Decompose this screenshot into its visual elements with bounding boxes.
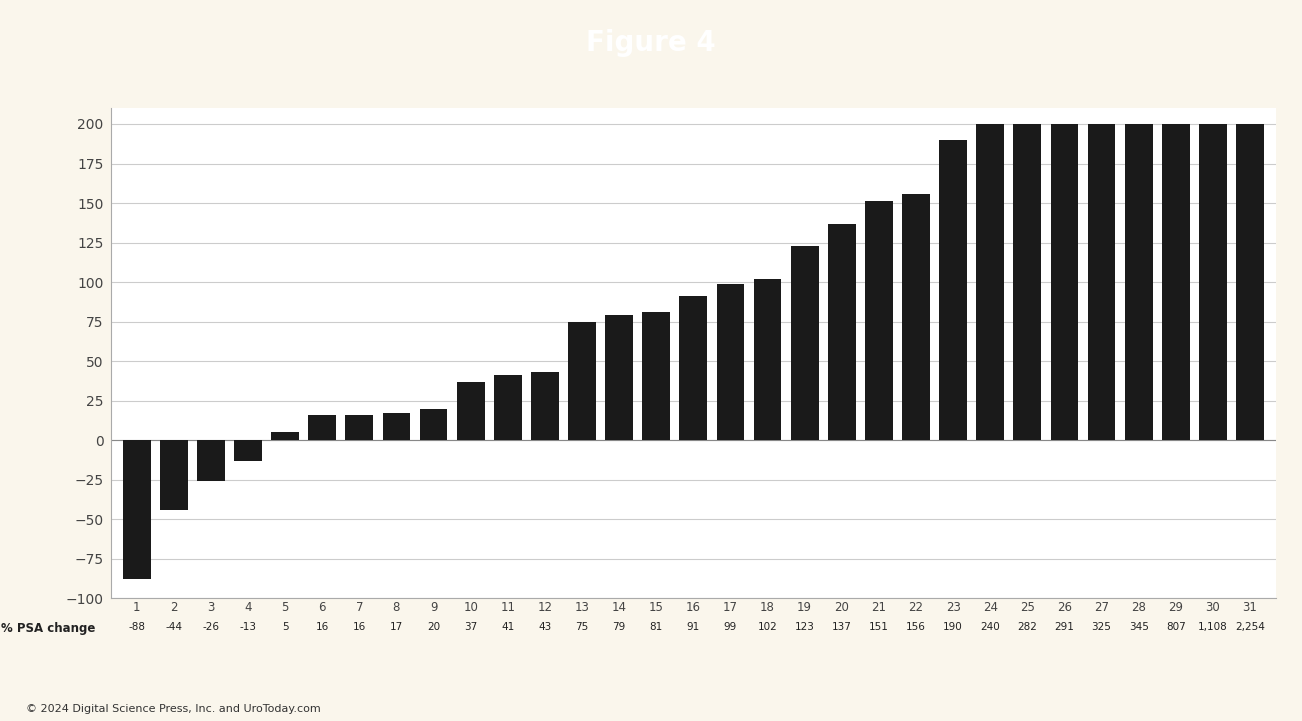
Text: 81: 81 [650,622,663,632]
Bar [902,193,930,441]
Text: 102: 102 [758,622,777,632]
Text: -88: -88 [128,622,145,632]
Text: 291: 291 [1055,622,1074,632]
Text: 123: 123 [794,622,815,632]
Text: Figure 4: Figure 4 [586,30,716,57]
Bar [828,224,855,441]
Bar [1051,124,1078,441]
Bar [790,246,819,441]
Bar [493,376,522,441]
Text: % PSA change: % PSA change [1,622,96,635]
Bar [716,283,745,441]
Text: 807: 807 [1165,622,1186,632]
Text: 16: 16 [353,622,366,632]
Bar [345,415,374,441]
Bar [419,409,448,441]
Bar [865,201,893,441]
Text: 20: 20 [427,622,440,632]
Text: 99: 99 [724,622,737,632]
Text: 156: 156 [906,622,926,632]
Text: 41: 41 [501,622,514,632]
Bar [271,433,299,441]
Text: 37: 37 [464,622,478,632]
Text: -44: -44 [165,622,182,632]
Text: 79: 79 [612,622,626,632]
Bar [234,441,262,461]
Text: 151: 151 [868,622,889,632]
Text: 345: 345 [1129,622,1148,632]
Bar [976,124,1004,441]
Bar [1199,124,1226,441]
Bar [197,441,225,482]
Text: 16: 16 [315,622,329,632]
Bar [309,415,336,441]
Text: -13: -13 [240,622,256,632]
Text: 240: 240 [980,622,1000,632]
Text: 325: 325 [1091,622,1112,632]
Text: 17: 17 [389,622,404,632]
Text: 282: 282 [1017,622,1038,632]
Bar [383,413,410,441]
Bar [1013,124,1042,441]
Text: 2,254: 2,254 [1236,622,1266,632]
Text: 137: 137 [832,622,852,632]
Bar [754,279,781,441]
Text: -26: -26 [202,622,219,632]
Text: 75: 75 [575,622,589,632]
Text: 5: 5 [281,622,289,632]
Bar [122,441,151,580]
Bar [1161,124,1190,441]
Bar [1236,124,1264,441]
Bar [605,315,633,441]
Bar [457,381,484,441]
Bar [531,372,559,441]
Text: 1,108: 1,108 [1198,622,1228,632]
Text: 190: 190 [943,622,963,632]
Text: 43: 43 [538,622,552,632]
Text: 91: 91 [686,622,700,632]
Bar [680,296,707,441]
Bar [568,322,596,441]
Bar [1087,124,1116,441]
Bar [939,140,967,441]
Text: © 2024 Digital Science Press, Inc. and UroToday.com: © 2024 Digital Science Press, Inc. and U… [26,704,320,714]
Bar [1125,124,1152,441]
Bar [642,312,671,441]
Bar [160,441,187,510]
